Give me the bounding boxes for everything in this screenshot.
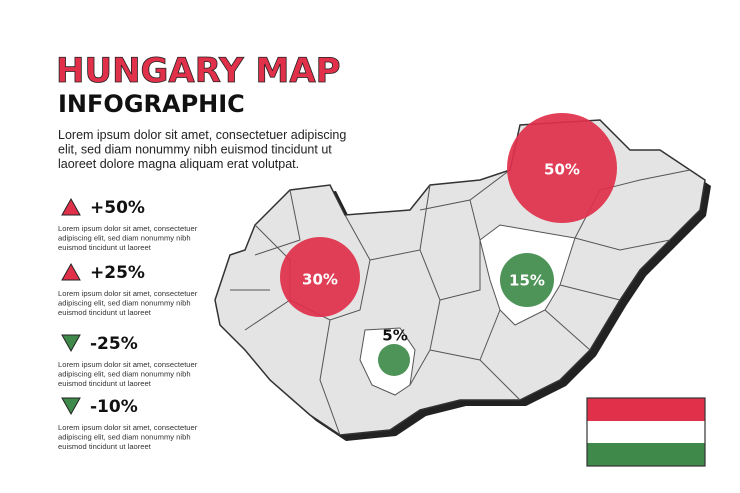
marker-bubble [507,113,617,223]
stat-text: adipiscing elit, sed diam nonummy nibh [58,234,191,243]
stat-text: Lorem ipsum dolor sit amet, consectetuer [58,360,198,369]
marker-label: 50% [544,161,580,179]
trend-arrow [61,262,81,281]
stat-text: adipiscing elit, sed diam nonummy nibh [58,370,191,379]
description: Lorem ipsum dolor sit amet, consectetuer… [58,128,346,171]
stat-label: -10% [90,397,138,417]
stat-text: euismod tincidunt ut laoreet [58,243,152,252]
stats-list: +50% Lorem ipsum dolor sit amet, consecte… [58,197,198,451]
stat-text: adipiscing elit, sed diam nonummy nibh [58,433,191,442]
flag-white [587,421,705,443]
stat-text: euismod tincidunt ut laoreet [58,442,152,451]
stat-label: -25% [90,334,138,354]
marker-bubble [378,344,410,376]
flag [586,397,706,467]
description-line: laoreet dolore magna aliquam erat volutp… [58,157,299,171]
title: HUNGARY MAP [56,51,341,91]
description-line: elit, sed diam nonummy nibh euismod tinc… [58,143,332,157]
map-markers: 50% 30% 15% 5% [280,113,617,376]
trend-arrow [61,397,81,416]
marker-label: 15% [509,272,545,290]
marker-bubble [500,253,554,307]
trend-arrow [61,334,81,353]
stat-text: Lorem ipsum dolor sit amet, consectetuer [58,224,198,233]
flag-green [587,443,705,466]
marker-bubble [280,237,360,317]
stat-text: Lorem ipsum dolor sit amet, consectetuer [58,289,198,298]
flag-red [587,398,705,421]
stat-label: +50% [90,198,145,218]
stat-text: adipiscing elit, sed diam nonummy nibh [58,299,191,308]
stat-label: +25% [90,263,145,283]
marker-label: 5% [382,327,407,345]
marker-label: 30% [302,271,338,289]
description-line: Lorem ipsum dolor sit amet, consectetuer… [58,128,346,142]
stat-text: euismod tincidunt ut laoreet [58,308,152,317]
stat-text: Lorem ipsum dolor sit amet, consectetuer [58,423,198,432]
stat-text: euismod tincidunt ut laoreet [58,379,152,388]
trend-arrow [61,197,81,216]
subtitle: INFOGRAPHIC [58,90,245,118]
flag-border [586,397,706,467]
